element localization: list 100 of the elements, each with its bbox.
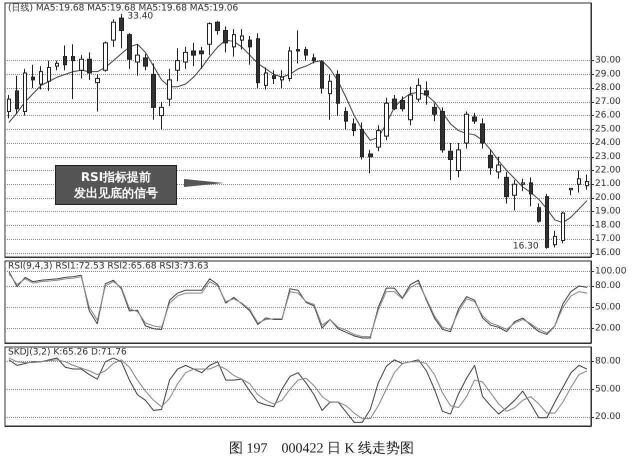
annotation: 发出见底的信号 [74,185,158,201]
candlestick [47,60,51,92]
candlestick [199,46,204,70]
annotation: 33.40 [127,11,154,22]
candlestick [585,174,589,190]
candlestick [545,193,549,250]
candlestick [256,32,260,89]
candlestick [223,26,228,53]
candlestick [569,188,573,196]
y-tick-label: 80.00 [595,356,622,367]
y-tick-label: 20.00 [595,324,622,334]
candlestick [167,68,172,106]
candlestick [400,96,405,112]
candlestick [111,18,116,48]
candlestick [79,54,84,80]
y-tick-label: 21.00 [595,179,622,190]
candlestick [159,101,164,130]
candlestick [328,74,332,120]
candlestick [529,176,533,207]
y-tick-label: 80.00 [595,280,622,291]
candlestick [103,40,108,72]
candlestick [215,20,220,36]
candlestick [553,230,557,248]
candlestick [240,28,244,50]
candlestick [368,149,373,174]
candlestick [312,53,316,64]
candlestick [320,60,324,94]
candlestick [7,94,11,119]
callout-box: RSI指标提前 发出见底的信号 [55,165,177,205]
candlestick [119,13,124,49]
y-tick-label: 27.00 [595,96,622,107]
candlestick [288,46,292,82]
candlestick [480,118,485,150]
annotation: 16.30 [512,241,539,252]
candlestick [151,62,156,120]
y-tick-label: 30.00 [595,56,622,66]
candlestick [127,32,132,70]
candlestick [448,142,453,181]
candlestick [55,60,59,71]
candlestick [71,44,75,100]
candlestick [408,86,413,126]
candlestick [191,42,196,67]
candlestick [384,97,389,141]
y-tick-label: 28.00 [595,83,622,94]
candlestick [424,80,429,106]
candlestick [87,52,92,80]
annotation: SKDJ(3,2) K:65.26 D:71.76 [8,348,127,358]
candlestick [135,44,140,76]
candlestick [521,178,525,192]
y-tick-label: 26.00 [595,110,622,121]
candlestick [175,48,180,82]
y-tick-label: 20.00 [595,192,622,203]
candlestick [432,102,437,122]
candlestick [456,142,461,178]
candlestick [95,74,100,112]
annotation: RSI指标提前 [80,169,152,185]
y-tick-label: 50.00 [595,384,622,394]
candlestick [496,156,501,180]
candlestick [537,202,541,224]
candlestick [272,70,276,85]
candlestick [561,211,565,244]
candlestick [488,149,493,176]
y-tick-label: 20.00 [595,412,622,422]
y-tick-label: 18.00 [595,220,622,230]
candlestick [336,70,340,116]
candlestick [440,106,445,154]
y-tick-label: 16.00 [595,248,622,258]
y-tick-label: 50.00 [595,302,622,312]
candlestick [248,35,252,66]
candlestick [577,170,581,193]
annotation: RSI(9,4,3) RSI1:72.53 RSI2:65.68 RSI3:73.63 [8,262,209,272]
y-tick-label: 19.00 [595,206,622,217]
candlestick [280,70,284,89]
y-tick-label: 100.00 [595,266,627,277]
candlestick [23,68,27,116]
y-tick-label: 24.00 [595,138,622,148]
y-tick-label: 22.00 [595,166,622,176]
y-tick-label: 29.00 [595,69,622,80]
y-tick-label: 25.00 [595,124,622,134]
candlestick [304,46,308,62]
y-tick-label: 23.00 [595,152,622,162]
candlestick [232,28,236,58]
y-tick-label: 17.00 [595,234,622,244]
candlestick [464,110,469,150]
candlestick [344,106,348,130]
candlestick [352,118,356,137]
candlestick [143,53,148,71]
candlestick [39,66,43,90]
candlestick [31,64,35,89]
candlestick [392,94,397,111]
line-series [8,40,588,224]
candlestick [512,180,517,211]
candlestick [360,122,364,160]
candlestick [504,171,509,204]
candlestick [15,75,19,115]
candlestick [183,46,188,70]
candlestick [296,30,300,64]
candlestick [472,112,477,124]
caption: 图 197 000422 日 K 线走势图 [228,440,414,456]
candlestick [264,67,268,90]
